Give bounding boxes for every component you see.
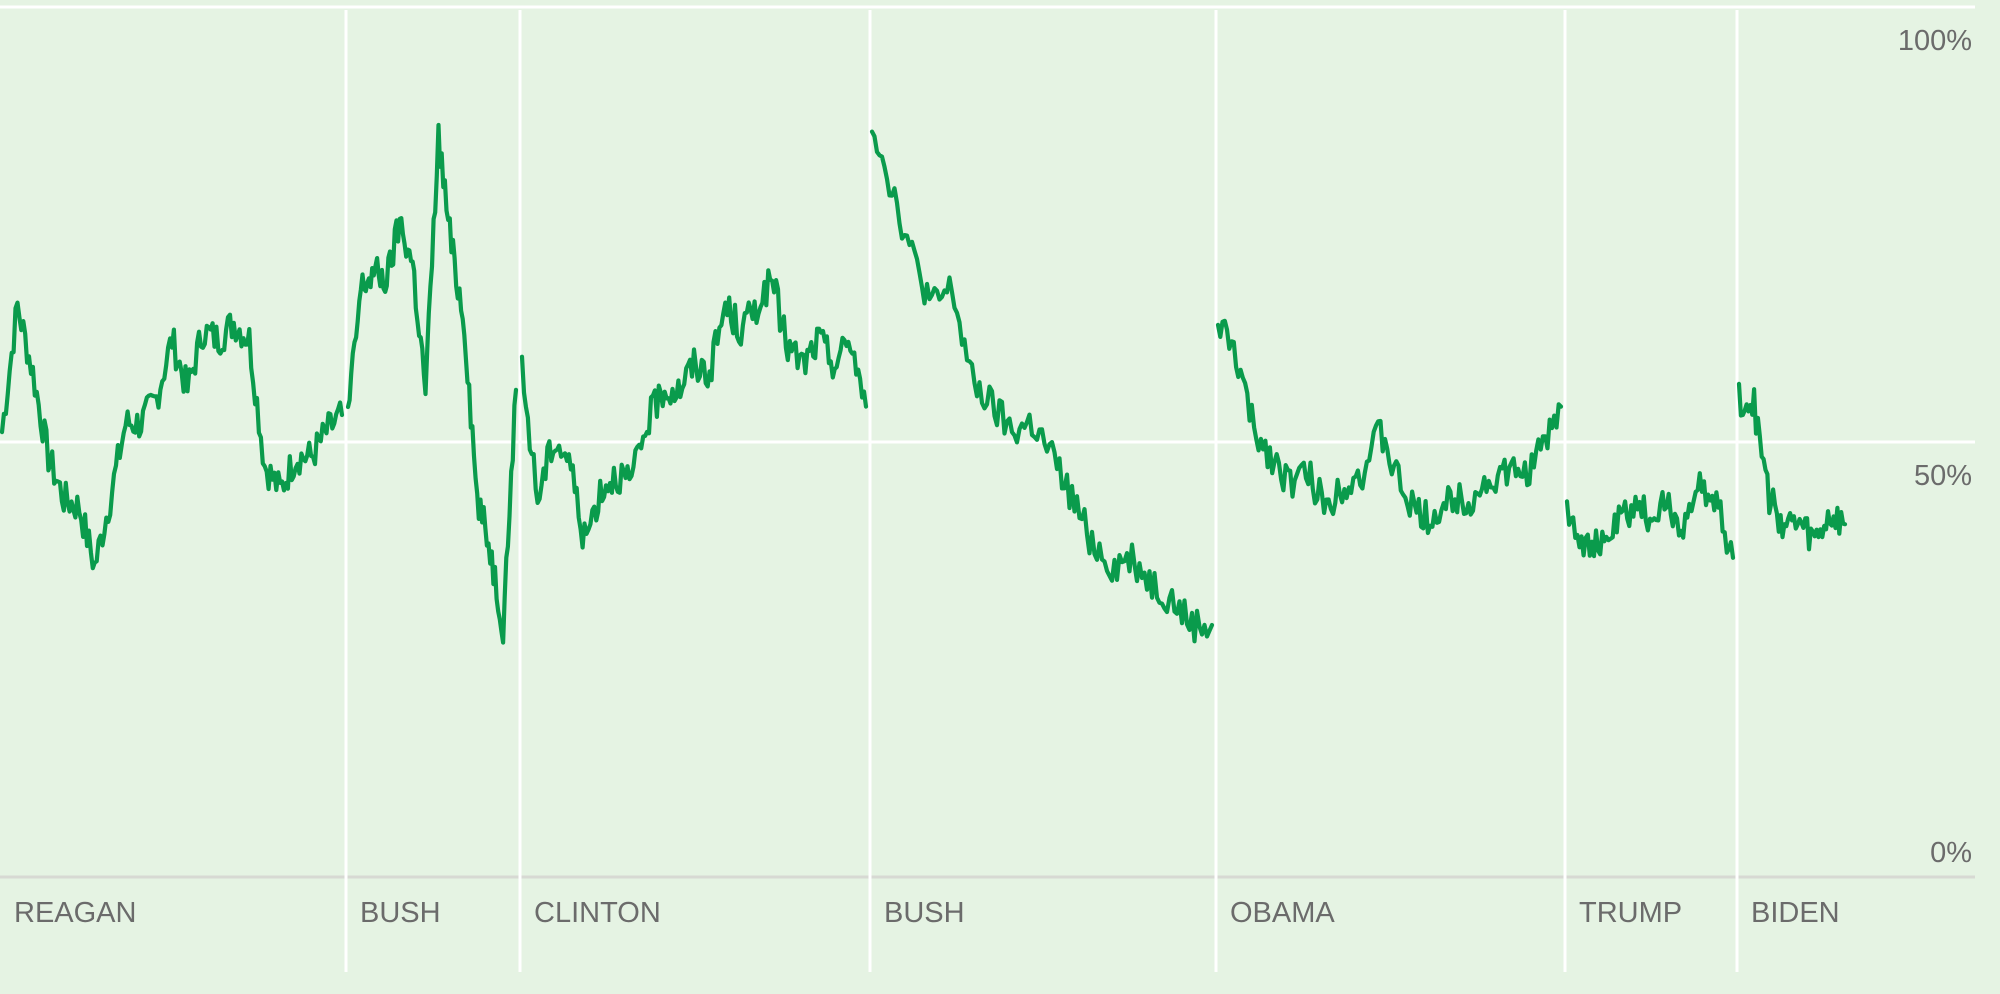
term-label-bush: BUSH — [360, 897, 441, 929]
term-label-biden: BIDEN — [1751, 897, 1840, 929]
approval-line-biden-6 — [1736, 381, 1848, 552]
grid-layer: 100% 50% 0% — [0, 5, 1975, 879]
y-tick-label: 50% — [1914, 460, 1972, 492]
y-tick-label: 0% — [1930, 837, 1972, 869]
term-label-trump: TRUMP — [1579, 897, 1682, 929]
y-tick-label: 100% — [1898, 25, 1972, 57]
approval-line-clinton-2 — [519, 268, 869, 550]
approval-line-trump-5 — [1564, 471, 1736, 560]
divider-layer — [344, 10, 1739, 972]
approval-line-reagan-0 — [0, 300, 345, 571]
approval-line-obama-4 — [1215, 318, 1564, 536]
approval-line-bush-1 — [345, 122, 519, 645]
term-label-bush: BUSH — [884, 897, 965, 929]
series-layer — [0, 122, 1848, 645]
approval-line-bush-3 — [869, 129, 1215, 644]
term-label-obama: OBAMA — [1230, 897, 1335, 929]
label-layer: REAGAN BUSH CLINTON BUSH OBAMA TRUMP BIDEN — [14, 897, 1840, 929]
term-label-reagan: REAGAN — [14, 897, 136, 929]
term-label-clinton: CLINTON — [534, 897, 661, 929]
